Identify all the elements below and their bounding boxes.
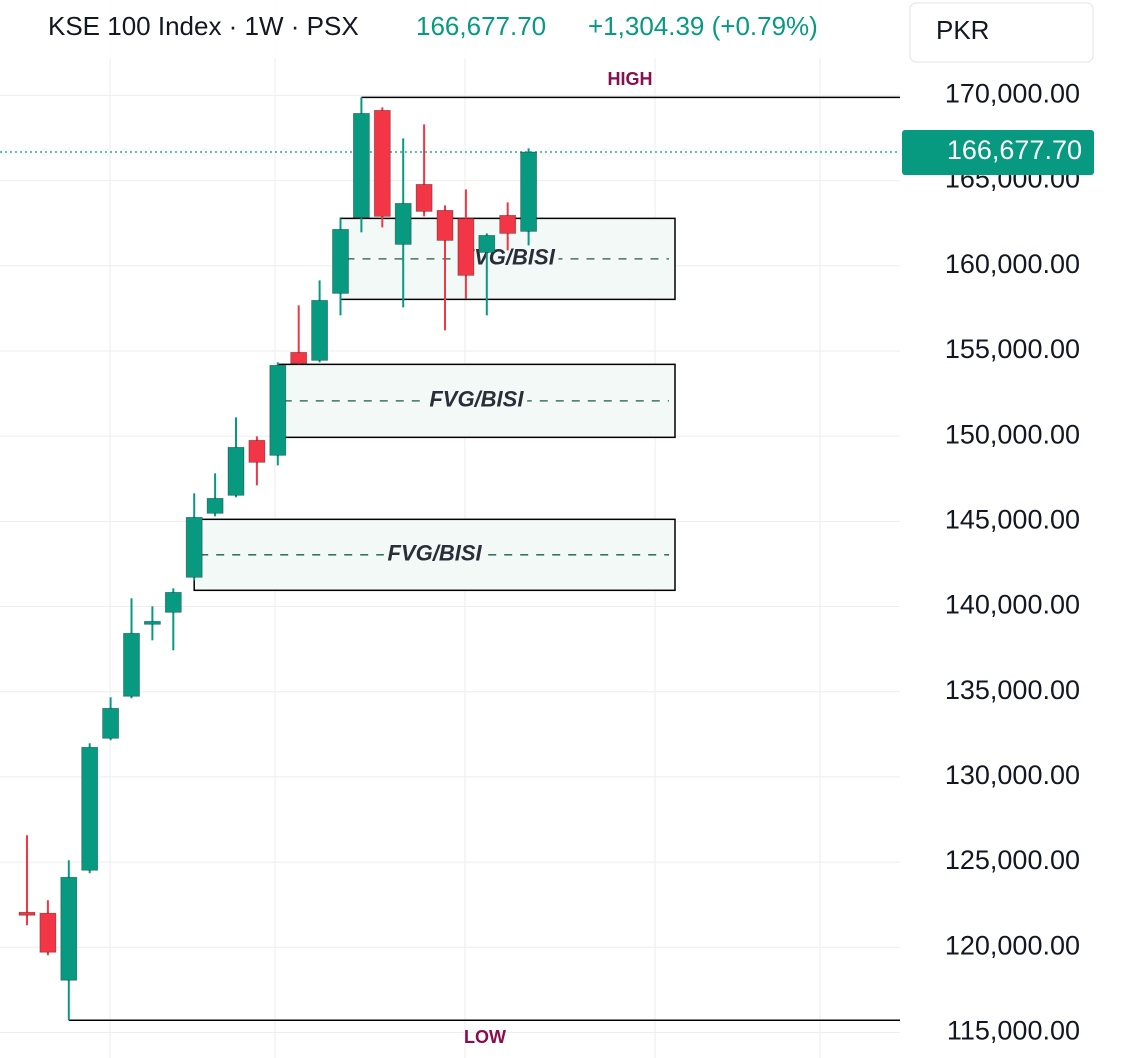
header-change: +1,304.39 (+0.79%) xyxy=(588,11,818,41)
candle-body xyxy=(499,214,517,234)
candle-body xyxy=(415,183,433,212)
high-line-label: HIGH xyxy=(608,69,653,89)
candle-body xyxy=(39,912,57,953)
currency-label[interactable]: PKR xyxy=(936,15,989,45)
candle-body xyxy=(123,632,140,697)
y-tick-label: 115,000.00 xyxy=(947,1016,1080,1046)
y-tick-label: 135,000.00 xyxy=(945,675,1080,705)
y-axis: 115,000.00 120,000.00 125,000.00 130,000.00… xyxy=(902,79,1094,1046)
header-bg xyxy=(0,0,900,58)
y-tick-label: 155,000.00 xyxy=(945,334,1080,364)
candle-body xyxy=(311,299,329,361)
candle-body xyxy=(60,876,78,981)
y-tick-label: 150,000.00 xyxy=(945,419,1080,449)
candle-body xyxy=(290,351,308,364)
candle-body xyxy=(352,112,370,218)
candle-body xyxy=(18,911,36,916)
candle-body xyxy=(206,497,224,514)
zone-label: FVG/BISI xyxy=(429,387,524,412)
y-tick-label: 130,000.00 xyxy=(945,760,1080,790)
candle-body xyxy=(457,217,475,276)
candle-body xyxy=(248,439,266,463)
header-price: 166,677.70 xyxy=(416,11,546,41)
candle-body xyxy=(102,707,119,739)
candle-body xyxy=(143,620,161,625)
y-tick-label: 145,000.00 xyxy=(945,504,1080,534)
y-tick-label: 170,000.00 xyxy=(945,79,1080,109)
candle-body xyxy=(269,364,287,456)
currency-button[interactable] xyxy=(909,2,1094,63)
candle-body xyxy=(373,110,391,217)
price-tag xyxy=(902,130,1094,176)
candle-body xyxy=(164,591,182,613)
y-tick-label: 140,000.00 xyxy=(945,590,1080,620)
y-tick-label: 125,000.00 xyxy=(945,845,1080,875)
price-tag-label: 166,677.70 xyxy=(947,135,1082,165)
zone-label: FVG/BISI xyxy=(388,541,483,566)
candle-body xyxy=(436,209,454,241)
low-line-label: LOW xyxy=(464,1027,506,1047)
candle-body xyxy=(478,234,496,253)
y-tick-label: 160,000.00 xyxy=(945,249,1080,279)
candle-body xyxy=(332,228,349,294)
candle-body xyxy=(394,202,412,245)
candle-body xyxy=(520,151,537,232)
candle-body xyxy=(81,746,99,871)
y-tick-label: 120,000.00 xyxy=(945,930,1080,960)
candle-body xyxy=(185,516,203,578)
chart-title: KSE 100 Index · 1W · PSX xyxy=(48,11,359,41)
candle-body xyxy=(227,446,245,496)
